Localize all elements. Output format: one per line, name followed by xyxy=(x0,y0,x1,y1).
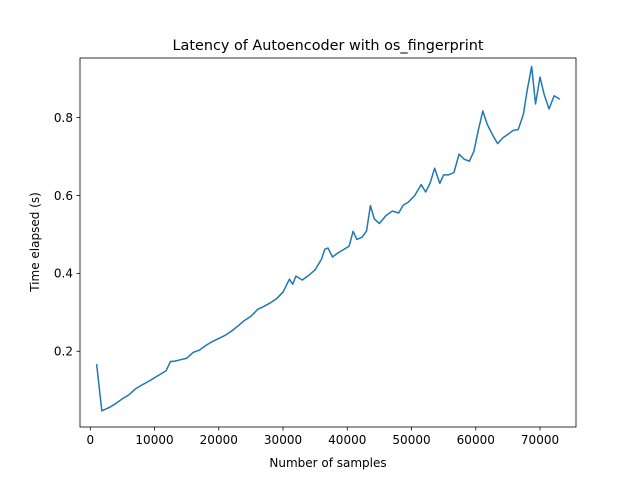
x-tick-label: 60000 xyxy=(457,433,495,447)
y-axis: 0.2 0.4 0.6 0.8 xyxy=(54,111,80,359)
x-axis-label: Number of samples xyxy=(269,456,386,470)
chart-title: Latency of Autoencoder with os_fingerpri… xyxy=(173,38,484,54)
x-tick-label: 70000 xyxy=(521,433,559,447)
x-tick-label: 20000 xyxy=(200,433,238,447)
x-tick-label: 0 xyxy=(86,433,94,447)
y-tick-label: 0.2 xyxy=(54,345,73,359)
x-tick-label: 30000 xyxy=(264,433,302,447)
series-line-0 xyxy=(95,65,561,412)
plot-frame xyxy=(79,57,577,428)
y-axis-label: Time elapsed (s) xyxy=(28,192,42,293)
y-tick-label: 0.6 xyxy=(54,189,73,203)
x-tick-label: 40000 xyxy=(328,433,366,447)
plot-area xyxy=(95,65,561,412)
y-tick-label: 0.8 xyxy=(54,111,73,125)
x-tick-label: 50000 xyxy=(392,433,430,447)
x-axis: 0 10000 20000 30000 40000 50000 60000 70000 xyxy=(86,427,559,447)
x-tick-label: 10000 xyxy=(135,433,173,447)
y-tick-label: 0.4 xyxy=(54,267,73,281)
